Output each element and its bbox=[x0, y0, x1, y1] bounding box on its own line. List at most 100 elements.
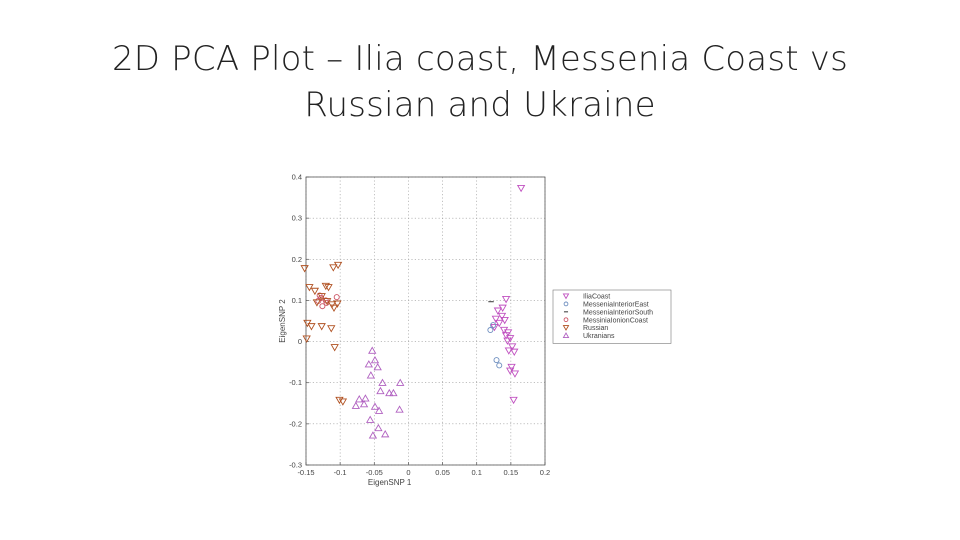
data-point-russian bbox=[302, 335, 311, 343]
data-point-russian bbox=[321, 282, 330, 291]
data-point-ukranians bbox=[374, 406, 384, 414]
x-tick-label: 0.05 bbox=[435, 468, 450, 477]
data-point-russian bbox=[333, 300, 342, 308]
data-point-ukranians bbox=[381, 430, 390, 438]
data-point-ukranians bbox=[368, 431, 378, 439]
series-ukranians bbox=[351, 346, 405, 439]
data-point-russian bbox=[317, 293, 326, 301]
series-iliacoast bbox=[490, 184, 526, 405]
slide-title-line-2: Russian and Ukraine bbox=[304, 85, 656, 125]
y-tick-label: -0.2 bbox=[289, 419, 302, 428]
data-point-ukranians bbox=[385, 388, 394, 397]
x-tick-label: 0 bbox=[406, 468, 410, 477]
y-tick-label: -0.3 bbox=[289, 461, 302, 470]
x-axis-label: EigenSNP 1 bbox=[368, 478, 412, 487]
plot-area bbox=[306, 177, 545, 465]
legend-label: Ukranians bbox=[583, 333, 615, 340]
data-point-ukranians bbox=[366, 371, 376, 379]
x-tick-label: -0.15 bbox=[297, 468, 314, 477]
data-point-iliacoast bbox=[505, 335, 515, 343]
data-point-ukranians bbox=[351, 401, 361, 409]
data-point-iliacoast bbox=[510, 348, 519, 356]
data-point-iliacoast bbox=[509, 396, 518, 405]
data-point-ukranians bbox=[376, 386, 385, 395]
data-point-iliacoast bbox=[491, 315, 501, 324]
y-tick-label: 0.3 bbox=[292, 214, 302, 223]
data-point-ukranians bbox=[368, 346, 377, 354]
data-point-iliacoast bbox=[497, 312, 507, 321]
series-russian bbox=[300, 261, 348, 406]
data-point-russian bbox=[317, 323, 326, 331]
data-point-ukranians bbox=[359, 399, 369, 408]
data-point-russian bbox=[333, 261, 343, 270]
data-point-russian bbox=[305, 284, 314, 292]
data-point-iliacoast bbox=[504, 347, 513, 355]
slide-title: 2D PCA Plot – Ilia coast, Messenia Coast… bbox=[80, 36, 880, 128]
data-point-russian bbox=[307, 323, 316, 331]
data-point-iliacoast bbox=[516, 184, 526, 193]
data-point-russian bbox=[327, 325, 336, 333]
data-point-ukranians bbox=[378, 378, 387, 386]
data-point-iliacoast bbox=[495, 319, 504, 328]
legend-label: MessiniaIonionCoast bbox=[583, 317, 648, 324]
legend-marker bbox=[562, 332, 570, 338]
data-point-messeniainterioreast bbox=[487, 327, 494, 334]
data-point-ukranians bbox=[370, 355, 380, 364]
data-point-messeniainterioreast bbox=[490, 322, 497, 329]
data-point-russian bbox=[329, 304, 339, 312]
data-point-ukranians bbox=[389, 388, 398, 397]
data-point-russian bbox=[324, 284, 333, 292]
data-point-iliacoast bbox=[493, 307, 503, 315]
x-tick-label: 0.15 bbox=[504, 468, 519, 477]
legend-label: IliaCoast bbox=[583, 294, 610, 301]
series-messiniaionioncoast bbox=[315, 292, 340, 310]
plot-frame bbox=[305, 176, 546, 466]
data-point-ukranians bbox=[370, 402, 380, 410]
x-tick-label: 0.2 bbox=[540, 468, 550, 477]
data-point-russian bbox=[300, 265, 309, 273]
data-point-iliacoast bbox=[508, 343, 517, 351]
legend-box bbox=[552, 289, 672, 344]
data-point-ukranians bbox=[396, 378, 405, 386]
data-point-messiniaionioncoast bbox=[319, 303, 326, 310]
data-point-ukranians bbox=[364, 360, 373, 368]
y-tick-label: 0.1 bbox=[292, 296, 302, 305]
data-point-ukranians bbox=[355, 395, 364, 403]
legend-label: MesseniaInteriorSouth bbox=[583, 309, 653, 316]
data-point-iliacoast bbox=[501, 296, 511, 304]
data-point-ukranians bbox=[361, 394, 370, 402]
data-point-messiniaionioncoast bbox=[333, 294, 340, 301]
legend-label: Russian bbox=[583, 325, 608, 332]
y-tick-label: 0.2 bbox=[292, 255, 302, 264]
data-point-russian bbox=[338, 398, 348, 406]
data-point-russian bbox=[335, 396, 344, 405]
data-point-ukranians bbox=[395, 405, 404, 413]
data-point-iliacoast bbox=[499, 326, 509, 335]
legend-marker bbox=[562, 325, 570, 331]
x-tick-label: 0.1 bbox=[471, 468, 481, 477]
y-tick-label: 0 bbox=[298, 337, 302, 346]
series-messeniainterioreast bbox=[487, 322, 503, 369]
legend-label: MesseniaInteriorEast bbox=[583, 302, 649, 309]
data-point-russian bbox=[329, 264, 338, 272]
data-point-iliacoast bbox=[507, 363, 516, 372]
data-point-messeniainterioreast bbox=[496, 362, 503, 369]
y-axis-label: EigenSNP 2 bbox=[278, 299, 287, 343]
data-point-ukranians bbox=[366, 415, 375, 423]
slide-title-line-1: 2D PCA Plot – Ilia coast, Messenia Coast… bbox=[111, 39, 849, 79]
data-point-iliacoast bbox=[510, 370, 520, 378]
data-point-russian bbox=[330, 344, 339, 352]
y-tick-label: -0.1 bbox=[289, 378, 302, 387]
data-point-messeniainterioreast bbox=[493, 357, 500, 364]
data-point-ukranians bbox=[374, 423, 383, 432]
data-point-russian bbox=[312, 299, 322, 307]
data-point-russian bbox=[310, 287, 320, 296]
data-point-iliacoast bbox=[503, 337, 512, 345]
legend-marker bbox=[563, 301, 569, 307]
data-point-ukranians bbox=[373, 362, 382, 371]
legend-marker bbox=[562, 293, 570, 300]
legend-marker bbox=[563, 317, 569, 323]
x-tick-label: -0.1 bbox=[334, 468, 347, 477]
x-tick-label: -0.05 bbox=[366, 468, 383, 477]
